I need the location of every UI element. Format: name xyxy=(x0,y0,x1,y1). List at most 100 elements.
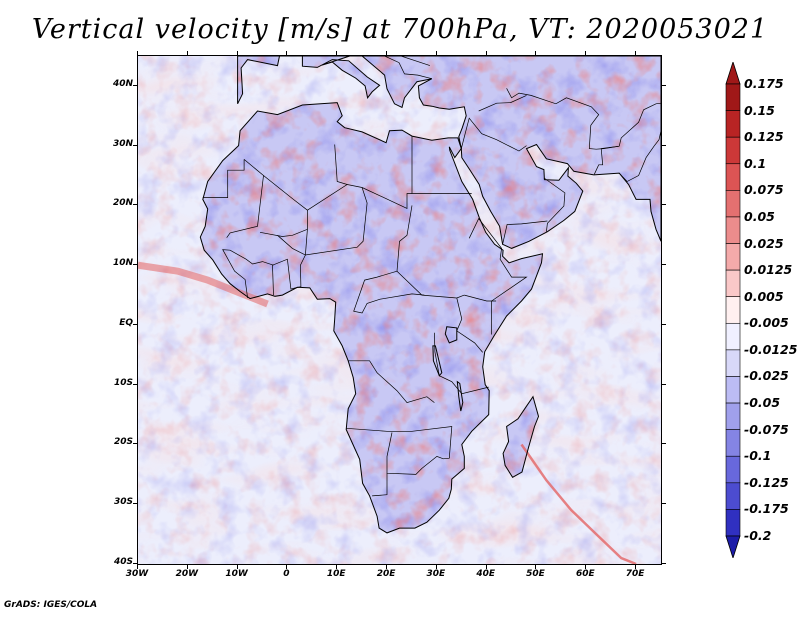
colorbar xyxy=(725,62,741,558)
colorbar-bin xyxy=(725,190,741,218)
lat-tick-label: 10N xyxy=(112,258,133,269)
colorbar-max-arrow xyxy=(725,62,741,85)
country-borders xyxy=(202,56,661,497)
colorbar-bin xyxy=(725,269,741,298)
lon-tick-label: 70E xyxy=(625,569,645,579)
lat-tick xyxy=(133,144,138,146)
lon-tick xyxy=(286,51,288,56)
africa-coastline xyxy=(199,102,544,534)
colorbar-bin xyxy=(725,455,741,484)
colorbar-bin xyxy=(725,83,741,111)
country-border xyxy=(226,175,264,238)
country-border xyxy=(593,145,620,175)
lat-tick xyxy=(133,323,138,325)
lon-tick-label: 20E xyxy=(376,569,396,579)
colorbar-label: -0.075 xyxy=(744,421,789,437)
eurasia-coastline xyxy=(237,56,661,249)
lat-tick xyxy=(661,563,666,564)
country-border xyxy=(384,56,432,80)
lat-tick-label: 20N xyxy=(112,198,133,209)
colorbar-bin xyxy=(725,243,741,271)
colorbar-bin xyxy=(725,509,741,537)
colorbar-bin xyxy=(725,402,741,430)
lake-victoria xyxy=(444,326,458,344)
lat-tick xyxy=(661,204,666,206)
country-border xyxy=(259,210,308,237)
lon-tick xyxy=(137,564,138,569)
lat-tick xyxy=(661,443,666,445)
country-border xyxy=(334,144,348,185)
lat-tick-label: 20S xyxy=(113,437,133,448)
country-border xyxy=(348,360,435,404)
colorbar-bin xyxy=(725,163,741,191)
colorbar-bin xyxy=(725,429,741,457)
country-border xyxy=(372,473,388,497)
colorbar-bin xyxy=(725,482,741,510)
lon-tick-label: 50E xyxy=(526,569,545,579)
country-border xyxy=(543,177,566,232)
lon-tick xyxy=(336,51,338,56)
lon-tick xyxy=(635,51,637,56)
lon-tick-label: 10W xyxy=(225,569,248,579)
lat-tick-label: 40S xyxy=(113,557,133,567)
lake-malawi xyxy=(456,380,464,412)
lon-tick-label: 20W xyxy=(175,569,199,579)
colorbar-label: -0.1 xyxy=(744,448,772,464)
lon-tick-label: 30E xyxy=(426,569,446,579)
lat-tick xyxy=(133,503,138,505)
lat-tick-label: 30S xyxy=(113,497,133,508)
colorbar-label: 0.15 xyxy=(744,102,775,118)
lon-tick xyxy=(286,564,288,569)
country-border xyxy=(506,88,661,150)
lat-tick xyxy=(133,383,138,385)
colorbar-label: 0.175 xyxy=(744,76,784,91)
madagascar-coastline xyxy=(502,395,540,478)
colorbar-bin xyxy=(725,216,741,244)
country-border xyxy=(353,270,425,314)
colorbar-label: -0.05 xyxy=(744,395,781,411)
lat-tick xyxy=(133,204,138,206)
lon-tick xyxy=(236,564,238,569)
country-border xyxy=(478,95,527,112)
lat-tick xyxy=(133,563,138,564)
colorbar-bin xyxy=(725,349,741,377)
lon-tick xyxy=(535,51,537,56)
vertical-velocity-map xyxy=(138,56,661,564)
lon-tick xyxy=(435,564,437,569)
colorbar-bin xyxy=(725,110,741,138)
colorbar-label: 0.025 xyxy=(744,235,784,251)
lon-tick xyxy=(386,564,388,569)
coastlines xyxy=(199,56,661,534)
country-border xyxy=(202,159,245,198)
colorbar-label: -0.125 xyxy=(744,474,789,490)
colorbar-label: -0.0125 xyxy=(744,341,798,357)
country-border xyxy=(464,294,497,302)
lon-tick-label: 0 xyxy=(283,569,290,579)
country-border xyxy=(460,117,527,152)
lon-tick xyxy=(186,51,188,56)
lon-tick xyxy=(137,51,138,56)
colorbar-label: 0.0125 xyxy=(744,262,793,278)
lon-tick xyxy=(186,564,188,569)
colorbar-bin xyxy=(725,136,741,165)
colorbar-label: 0.125 xyxy=(744,129,784,145)
lon-tick-label: 40E xyxy=(476,569,495,579)
colorbar-label: 0.005 xyxy=(744,288,784,304)
country-border xyxy=(346,426,453,475)
lon-tick-label: 10E xyxy=(326,569,346,579)
map-panel xyxy=(137,55,662,565)
lon-tick-label: 30W xyxy=(125,569,149,579)
lon-tick xyxy=(386,51,388,56)
lat-tick-label: 30N xyxy=(112,138,133,149)
lat-tick xyxy=(661,323,666,325)
country-border xyxy=(243,159,412,211)
southern-ocean-front xyxy=(520,443,637,564)
colorbar-bin xyxy=(725,296,741,324)
lon-tick xyxy=(236,51,238,56)
lon-tick xyxy=(485,51,487,56)
country-border xyxy=(468,217,528,335)
colorbar-label: 0.05 xyxy=(744,208,775,224)
country-border xyxy=(456,297,483,353)
colorbar-label: 0.075 xyxy=(744,182,784,198)
country-border xyxy=(502,220,548,245)
